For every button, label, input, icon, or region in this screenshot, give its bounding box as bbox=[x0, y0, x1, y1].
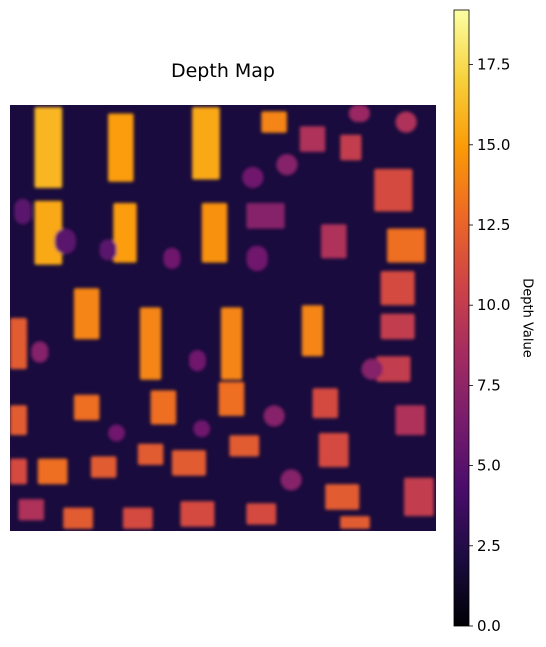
house-block bbox=[90, 456, 117, 478]
colorbar-tick-label: 7.5 bbox=[477, 376, 501, 394]
house-block bbox=[63, 507, 93, 529]
house-block bbox=[312, 388, 339, 419]
tree-blob bbox=[99, 239, 117, 261]
house-block bbox=[325, 484, 360, 510]
colorbar-tick-label: 15.0 bbox=[477, 136, 510, 154]
house-block bbox=[10, 405, 27, 436]
depth-heatmap bbox=[10, 105, 436, 531]
colorbar-ticks: 0.0 2.5 5.0 7.5 10.0 12.5 15.0 17.5 bbox=[469, 56, 510, 635]
house-block bbox=[374, 168, 413, 212]
tree-blob bbox=[348, 105, 370, 122]
tree-blob bbox=[31, 341, 49, 363]
house-block bbox=[137, 443, 164, 465]
tree-blob bbox=[276, 154, 298, 176]
house-block bbox=[220, 307, 243, 380]
house-block bbox=[34, 107, 63, 188]
house-block bbox=[18, 499, 45, 521]
colorbar-tick-label: 5.0 bbox=[477, 457, 501, 475]
house-block bbox=[139, 307, 162, 380]
tree-blob bbox=[108, 424, 125, 442]
colorbar-tick-label: 10.0 bbox=[477, 296, 510, 314]
tree-blob bbox=[395, 111, 417, 133]
tree-blob bbox=[14, 198, 32, 225]
colorbar-gradient bbox=[453, 9, 470, 627]
house-block bbox=[122, 507, 153, 529]
tree-blob bbox=[246, 245, 268, 272]
house-block bbox=[192, 107, 220, 180]
colorbar: 0.0 2.5 5.0 7.5 10.0 12.5 15.0 17.5 Depth Value bbox=[453, 9, 535, 635]
house-block bbox=[218, 381, 245, 416]
house-block bbox=[37, 458, 68, 485]
house-block bbox=[246, 203, 285, 229]
tree-blob bbox=[163, 247, 181, 269]
house-block bbox=[318, 433, 349, 468]
house-block bbox=[229, 435, 260, 457]
house-block bbox=[180, 501, 215, 527]
house-block bbox=[301, 305, 324, 357]
house-block bbox=[299, 126, 326, 152]
tree-blob bbox=[188, 350, 206, 372]
tree-blob bbox=[242, 166, 264, 189]
tree-blob bbox=[361, 358, 383, 380]
house-block bbox=[171, 450, 206, 476]
house-block bbox=[387, 228, 426, 263]
tree-blob bbox=[263, 405, 285, 427]
house-block bbox=[34, 200, 63, 265]
house-block bbox=[73, 394, 100, 421]
colorbar-tick-label: 12.5 bbox=[477, 216, 510, 234]
colorbar-tick-label: 2.5 bbox=[477, 537, 501, 555]
house-block bbox=[10, 318, 27, 370]
house-block bbox=[321, 224, 347, 259]
colorbar-tick-label: 17.5 bbox=[477, 56, 510, 74]
house-block bbox=[404, 477, 434, 517]
house-block bbox=[108, 113, 134, 182]
chart-title: Depth Map bbox=[171, 60, 275, 82]
house-block bbox=[73, 288, 100, 340]
house-block bbox=[376, 356, 411, 382]
house-block bbox=[150, 390, 177, 425]
house-block bbox=[113, 203, 137, 263]
tree-blob bbox=[54, 228, 76, 255]
tree-blob bbox=[193, 420, 211, 438]
house-block bbox=[201, 203, 228, 263]
house-block bbox=[340, 134, 362, 161]
heatmap-features bbox=[10, 105, 434, 529]
colorbar-label: Depth Value bbox=[520, 278, 535, 357]
house-block bbox=[380, 313, 415, 340]
house-block bbox=[340, 516, 370, 529]
house-block bbox=[395, 405, 426, 436]
tree-blob bbox=[280, 469, 302, 491]
house-block bbox=[261, 111, 287, 133]
house-block bbox=[246, 503, 277, 525]
house-block bbox=[10, 458, 27, 485]
house-block bbox=[380, 271, 415, 306]
colorbar-tick-label: 0.0 bbox=[477, 617, 501, 635]
